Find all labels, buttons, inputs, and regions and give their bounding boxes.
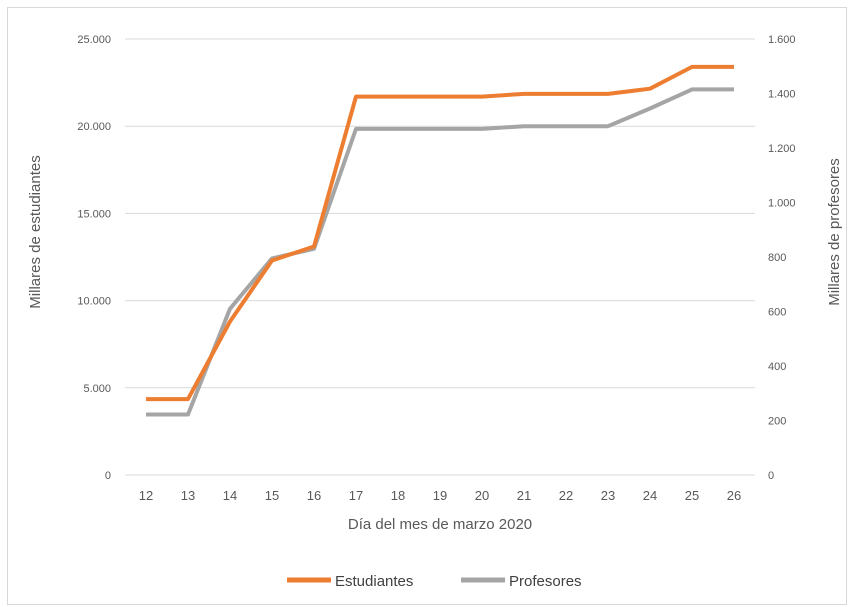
series-lines (146, 64, 734, 417)
x-axis-title: Día del mes de marzo 2020 (348, 516, 532, 533)
x-tick-label: 18 (391, 488, 405, 503)
left-tick-label: 0 (105, 470, 111, 482)
right-tick-label: 600 (768, 307, 786, 319)
x-tick-label: 25 (685, 488, 699, 503)
right-tick-label: 0 (768, 470, 774, 482)
x-tick-label: 15 (265, 488, 279, 503)
x-tick-label: 21 (517, 488, 531, 503)
x-tick-label: 23 (601, 488, 615, 503)
right-axis-ticks: 0 200 400 600 800 1.000 1.200 1.400 1.600 (768, 34, 796, 482)
x-tick-label: 12 (139, 488, 153, 503)
left-tick-label: 25.000 (77, 34, 111, 46)
left-axis-title: Millares de estudiantes (27, 155, 44, 308)
x-tick-label: 16 (307, 488, 321, 503)
legend-label-estudiantes: Estudiantes (335, 573, 413, 590)
x-tick-label: 24 (643, 488, 657, 503)
right-tick-label: 1.600 (768, 34, 796, 46)
left-tick-label: 20.000 (77, 121, 111, 133)
x-tick-label: 26 (727, 488, 741, 503)
series-line-profesores (146, 87, 734, 417)
left-axis-ticks: 0 5.000 10.000 15.000 20.000 25.000 (77, 34, 111, 482)
chart-frame (7, 7, 847, 605)
right-tick-label: 1.400 (768, 89, 796, 101)
series-line-estudiantes (146, 64, 734, 402)
right-tick-label: 800 (768, 252, 786, 264)
x-tick-label: 17 (349, 488, 363, 503)
right-tick-label: 400 (768, 361, 786, 373)
left-tick-label: 15.000 (77, 208, 111, 220)
x-tick-label: 13 (181, 488, 195, 503)
left-tick-label: 5.000 (83, 383, 111, 395)
x-axis-ticks: 12 13 14 15 16 17 18 19 20 21 22 23 24 25 26 (139, 488, 741, 503)
right-tick-label: 200 (768, 416, 786, 428)
x-tick-label: 14 (223, 488, 237, 503)
right-tick-label: 1.000 (768, 198, 796, 210)
right-tick-label: 1.200 (768, 143, 796, 155)
x-tick-label: 19 (433, 488, 447, 503)
right-axis-title: Millares de profesores (826, 158, 843, 306)
legend-label-profesores: Profesores (509, 573, 582, 590)
left-tick-label: 10.000 (77, 296, 111, 308)
x-tick-label: 20 (475, 488, 489, 503)
legend: Estudiantes Profesores (287, 573, 582, 590)
gridlines (125, 38, 755, 476)
x-tick-label: 22 (559, 488, 573, 503)
